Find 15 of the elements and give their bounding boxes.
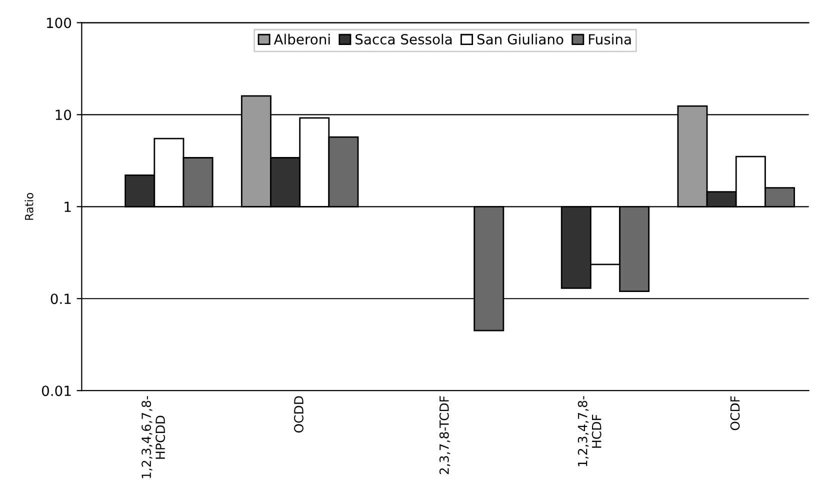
legend-label: San Giuliano bbox=[477, 34, 564, 45]
x-tick-label: OCDF bbox=[730, 396, 740, 430]
x-tick-label: 2,3,7,8-TCDF bbox=[439, 396, 450, 474]
y-tick-label: 1 bbox=[64, 202, 71, 212]
y-tick-label: 0.01 bbox=[42, 386, 71, 396]
y-tick-label: 100 bbox=[46, 18, 72, 28]
y-axis-title: Ratio bbox=[24, 192, 34, 220]
x-tick-label: 1,2,3,4,6,7,8- HPCDD bbox=[142, 396, 166, 478]
y-tick-label: 10 bbox=[56, 110, 72, 120]
legend-label: Fusina bbox=[588, 34, 631, 45]
x-tick-label: OCDD bbox=[294, 396, 304, 433]
legend-label: Alberoni bbox=[274, 34, 330, 45]
legend-label: Sacca Sessola bbox=[356, 34, 452, 45]
y-tick-label: 0.1 bbox=[50, 294, 71, 304]
x-tick-label: 1,2,3,4,7,8- HCDF bbox=[578, 396, 602, 466]
